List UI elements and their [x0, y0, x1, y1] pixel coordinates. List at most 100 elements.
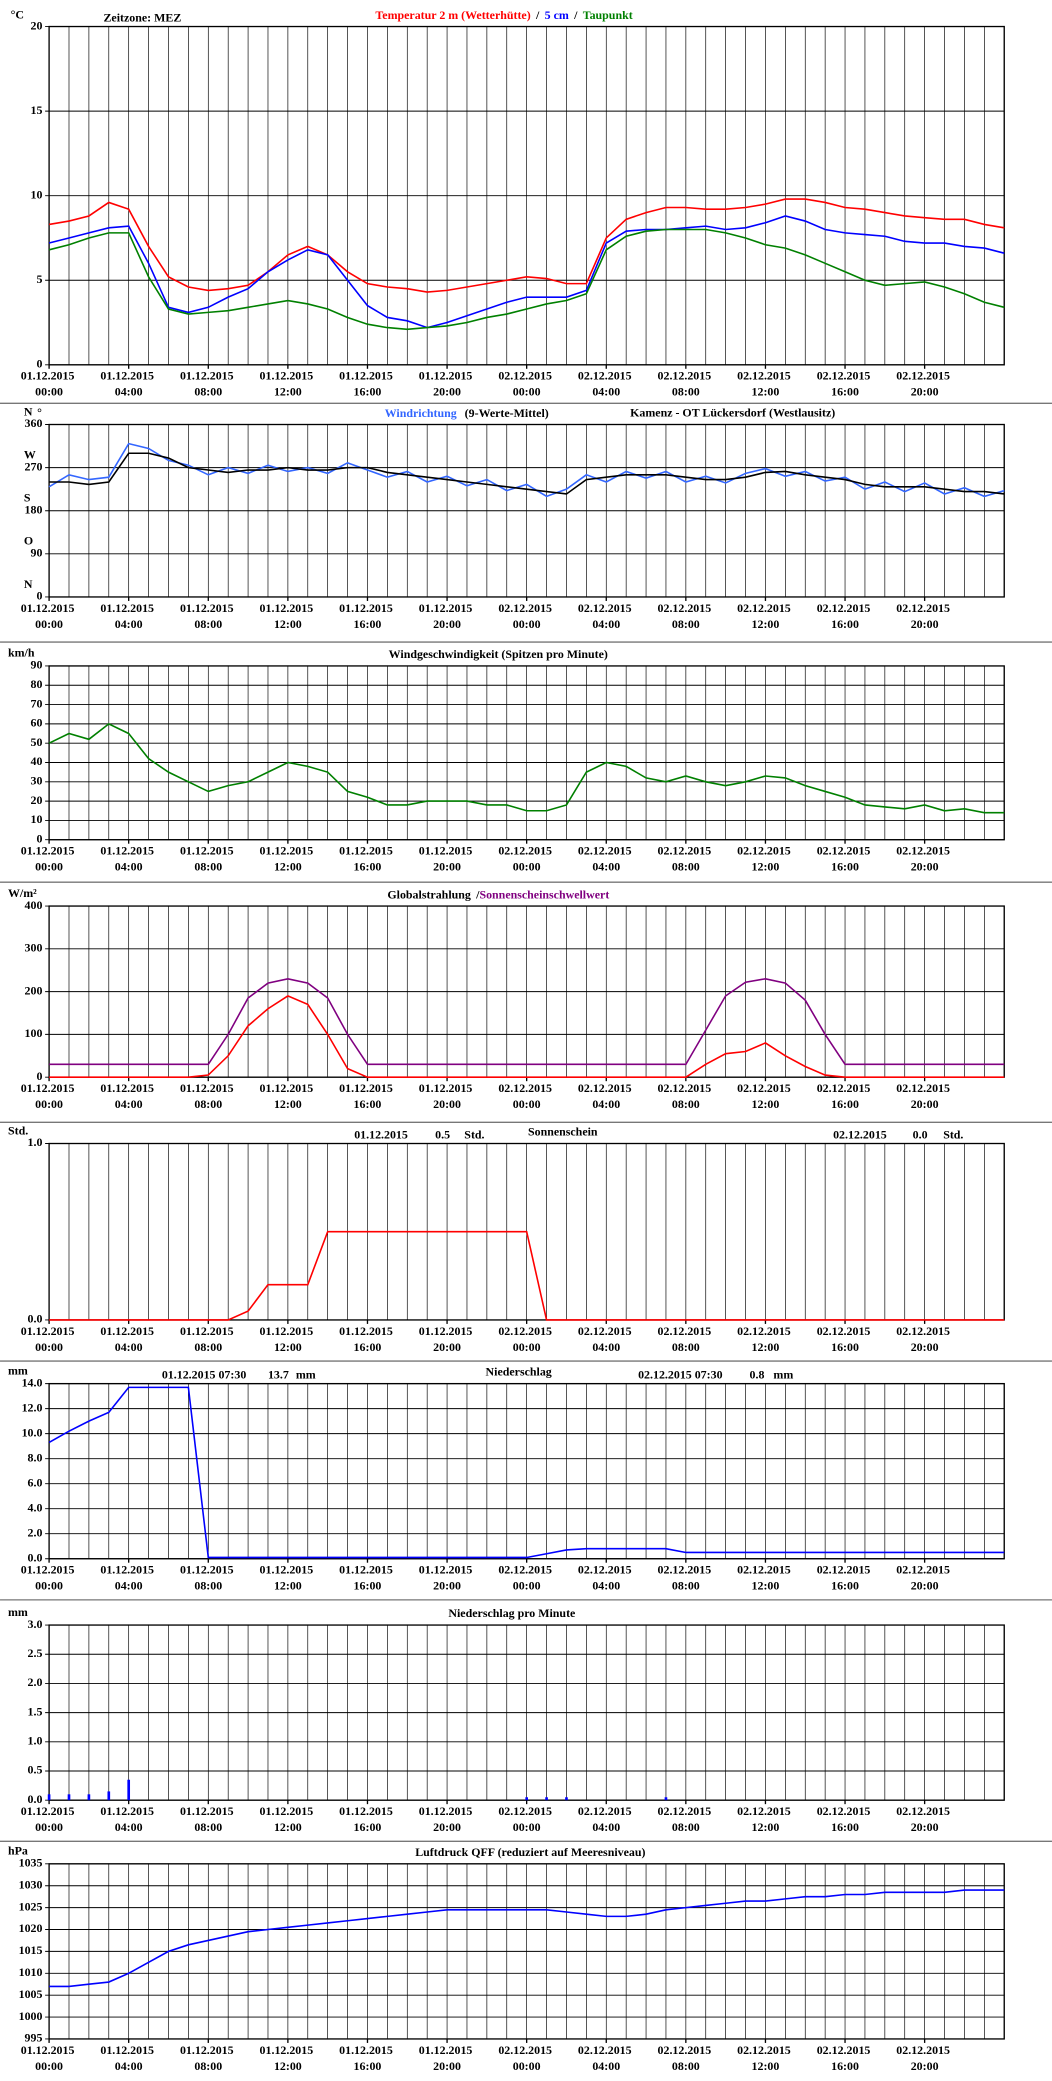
- x-tick-label: 01.12.2015 12:00: [260, 1081, 317, 1111]
- x-tick-label: 01.12.2015 00:00: [21, 1562, 78, 1592]
- y-tick-label: 10: [31, 812, 43, 826]
- bar: [107, 1791, 111, 1801]
- y-tick-label: 30: [31, 774, 43, 788]
- legend-entry: Temperatur 2 m (Wetterhütte): [375, 8, 530, 22]
- y-tick-label: 20: [31, 793, 43, 807]
- x-tick-label: 02.12.2015 00:00: [498, 2043, 555, 2073]
- x-tick-label: 01.12.2015 08:00: [180, 368, 237, 398]
- x-tick-label: 02.12.2015 12:00: [737, 1081, 794, 1111]
- x-tick-label: 01.12.2015 20:00: [419, 368, 476, 398]
- y-tick-label: 10.0: [22, 1425, 43, 1439]
- y-tick-label: 0.0: [28, 1550, 43, 1564]
- chart-title: Windgeschwindigkeit (Spitzen pro Minute): [389, 647, 608, 661]
- y-tick-label: 2.0: [28, 1525, 43, 1539]
- y-tick-label: 8.0: [28, 1450, 43, 1464]
- x-tick-label: 01.12.2015 04:00: [100, 601, 157, 631]
- header-text: 02.12.2015 07:30: [638, 1367, 722, 1381]
- x-tick-label: 02.12.2015 16:00: [817, 601, 874, 631]
- x-tick-label: 02.12.2015 12:00: [737, 843, 794, 873]
- y-tick-label: 1015: [19, 1943, 43, 1957]
- series-line: [49, 452, 1005, 495]
- header-text: 01.12.2015 07:30: [162, 1367, 246, 1381]
- y-tick-label: 0: [36, 589, 42, 603]
- x-tick-label: 02.12.2015 00:00: [498, 1324, 555, 1354]
- x-tick-label: 02.12.2015 00:00: [498, 1081, 555, 1111]
- series-line: [48, 228, 1005, 331]
- x-tick-label: 02.12.2015 08:00: [658, 1804, 715, 1834]
- x-tick-label: 02.12.2015 12:00: [737, 1324, 794, 1354]
- header-text: mm: [773, 1367, 793, 1381]
- y-tick-label: 0.0: [28, 1792, 43, 1806]
- x-tick-label: 01.12.2015 12:00: [260, 1804, 317, 1834]
- legend-entry: Taupunkt: [583, 8, 633, 22]
- y-tick-label: 995: [25, 2031, 43, 2045]
- y-tick-label: 0.0: [28, 1312, 43, 1326]
- x-tick-label: 01.12.2015 16:00: [339, 1324, 396, 1354]
- x-tick-label: 02.12.2015 12:00: [737, 368, 794, 398]
- x-tick-label: 02.12.2015 08:00: [658, 368, 715, 398]
- series-line: [48, 722, 1005, 814]
- series-line: [48, 215, 1005, 329]
- bar: [565, 1797, 568, 1801]
- y-tick-label: 300: [25, 941, 43, 955]
- x-tick-label: 01.12.2015 16:00: [339, 843, 396, 873]
- y-tick-label: 3.0: [28, 1617, 43, 1631]
- unit-label: °: [37, 406, 42, 420]
- y-tick-label: 10: [31, 187, 43, 201]
- bar: [47, 1794, 51, 1801]
- header-text: Std.: [943, 1127, 963, 1141]
- y-tick-label: 80: [31, 677, 43, 691]
- x-tick-label: 01.12.2015 00:00: [21, 601, 78, 631]
- x-tick-label: 01.12.2015 12:00: [260, 2043, 317, 2073]
- legend-separator: /: [573, 8, 578, 22]
- x-tick-label: 01.12.2015 12:00: [260, 1562, 317, 1592]
- y-tick-label: 100: [25, 1026, 43, 1040]
- x-tick-label: 02.12.2015 12:00: [737, 1562, 794, 1592]
- chart-title: Luftdruck QFF (reduziert auf Meeresnivea…: [415, 1845, 645, 1859]
- y-tick-label: 1010: [19, 1965, 43, 1979]
- x-tick-label: 02.12.2015 04:00: [578, 1804, 635, 1834]
- y-tick-label: 15: [31, 103, 43, 117]
- y-tick-label: 90: [31, 658, 43, 672]
- x-tick-label: 01.12.2015 08:00: [180, 2043, 237, 2073]
- unit-label: mm: [8, 1605, 28, 1619]
- x-tick-label: 02.12.2015 16:00: [817, 1562, 874, 1592]
- compass-label: N: [24, 404, 33, 418]
- y-tick-label: 2.5: [28, 1646, 43, 1660]
- bar: [525, 1797, 528, 1801]
- y-tick-label: 50: [31, 735, 43, 749]
- x-tick-label: 02.12.2015 16:00: [817, 1804, 874, 1834]
- series-line: [49, 1230, 1005, 1321]
- y-tick-label: 360: [25, 416, 43, 430]
- unit-label: mm: [8, 1363, 28, 1377]
- x-tick-label: 02.12.2015 16:00: [817, 368, 874, 398]
- x-tick-label: 01.12.2015 04:00: [100, 1081, 157, 1111]
- series-line: [49, 995, 1005, 1078]
- bar: [67, 1794, 71, 1801]
- bar: [545, 1797, 548, 1801]
- x-tick-label: 01.12.2015 16:00: [339, 601, 396, 631]
- y-tick-label: 270: [25, 459, 43, 473]
- x-tick-label: 02.12.2015 08:00: [658, 1324, 715, 1354]
- y-tick-label: 2.0: [28, 1675, 43, 1689]
- x-tick-label: 02.12.2015 04:00: [578, 1562, 635, 1592]
- x-tick-label: 01.12.2015 04:00: [100, 368, 157, 398]
- x-tick-label: 02.12.2015 16:00: [817, 1324, 874, 1354]
- legend-entry: Sonnenscheinschwellwert: [479, 887, 609, 901]
- panel: 0.0 0.5 1.0 1.5 2.0 2.5 3.0 01.12.2015 00:00 01.…: [8, 1605, 1005, 1834]
- compass-label: S: [24, 491, 31, 505]
- legend-entry: (9-Werte-Mittel): [465, 406, 549, 420]
- panel: 995 1000 1005 1010 1015 1020 1025 1030 1035 01.12…: [8, 1844, 1005, 2073]
- x-tick-label: 02.12.2015 20:00: [896, 1081, 953, 1111]
- y-tick-label: 0: [36, 1069, 42, 1083]
- bar: [664, 1797, 668, 1801]
- chart-title: Sonnenschein: [528, 1125, 598, 1139]
- header-text: 0.0: [913, 1127, 928, 1141]
- x-tick-label: 02.12.2015 20:00: [896, 2043, 953, 2073]
- x-tick-label: 02.12.2015 00:00: [498, 843, 555, 873]
- x-tick-label: 02.12.2015 20:00: [896, 843, 953, 873]
- x-tick-label: 02.12.2015 00:00: [498, 1562, 555, 1592]
- x-tick-label: 01.12.2015 04:00: [100, 1324, 157, 1354]
- x-tick-label: 02.12.2015 08:00: [658, 843, 715, 873]
- x-tick-label: 01.12.2015 20:00: [419, 1562, 476, 1592]
